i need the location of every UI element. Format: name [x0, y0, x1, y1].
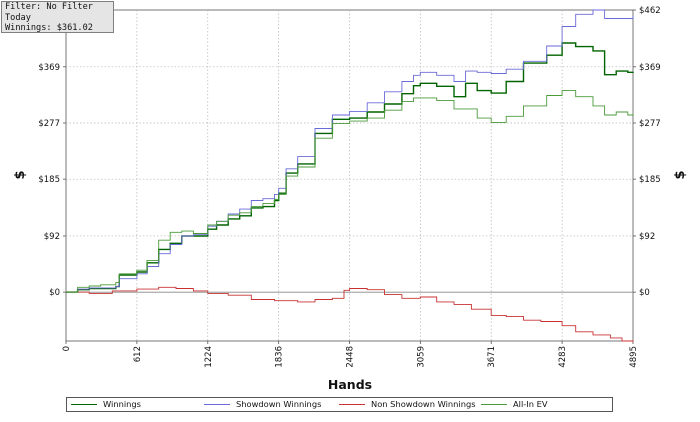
y-tick-label-right: $462: [639, 6, 661, 16]
filter-text: Filter: No Filter: [5, 2, 93, 12]
legend-swatch: [339, 404, 365, 405]
y-tick-label-left: $0: [49, 288, 60, 298]
x-tick-label: 3671: [487, 346, 497, 368]
y-axis-label-right: $: [673, 170, 688, 179]
y-tick-label-right: $185: [639, 175, 661, 185]
y-tick-label-left: $369: [38, 63, 60, 73]
x-tick-label: 3059: [416, 346, 426, 368]
x-tick-label: 4895: [629, 346, 639, 368]
winnings-text: Winnings: $361.02: [5, 23, 93, 34]
y-tick-label-left: $92: [44, 232, 60, 242]
series-line-non-showdown-winnings: [66, 286, 634, 343]
y-tick-label-left: $185: [38, 175, 60, 185]
legend-swatch: [71, 404, 97, 405]
x-axis-label: Hands: [328, 377, 372, 392]
x-tick-label: 4283: [558, 346, 568, 368]
y-tick-label-left: $277: [38, 119, 60, 129]
x-tick-label: 612: [133, 346, 143, 362]
legend-label: All-In EV: [513, 399, 548, 409]
period-text: Today: [5, 12, 31, 23]
y-tick-label-right: $0: [639, 288, 650, 298]
y-axis-label-left: $: [13, 170, 28, 179]
legend-label: Showdown Winnings: [236, 399, 322, 409]
legend-label: Non Showdown Winnings: [371, 399, 476, 409]
y-tick-label-right: $92: [639, 232, 655, 242]
legend-swatch: [481, 404, 507, 405]
x-tick-label: 0: [62, 346, 72, 351]
y-tick-label-right: $277: [639, 119, 661, 129]
chart-legend: Winnings Showdown Winnings Non Showdown Wi…: [66, 397, 613, 412]
series-line-all-in-ev: [66, 90, 634, 293]
legend-label: Winnings: [103, 399, 141, 409]
filter-info-box: Filter: No Filter Today Winnings: $361.0…: [1, 1, 114, 33]
series-lines: [66, 9, 634, 343]
legend-swatch: [204, 404, 230, 405]
y-tick-label-right: $369: [639, 63, 661, 73]
x-tick-label: 1224: [204, 346, 214, 368]
x-tick-label: 1836: [275, 346, 285, 368]
x-tick-label: 2448: [346, 346, 356, 368]
